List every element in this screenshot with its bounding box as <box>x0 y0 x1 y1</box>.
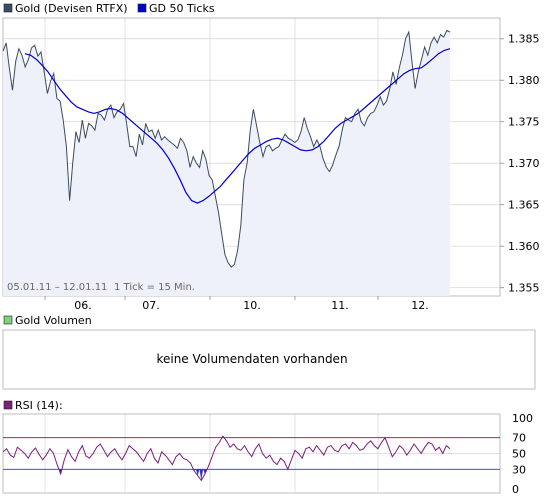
price-legend-ma-swatch <box>137 3 147 13</box>
no-volume-message: keine Volumendaten vorhanden <box>156 352 347 366</box>
price-y-tick-label: 1.385 <box>508 33 540 46</box>
rsi-legend-swatch <box>3 400 13 410</box>
price-legend-gold-swatch <box>3 3 13 13</box>
price-x-tick-label: 07. <box>142 299 160 312</box>
price-legend-gold-label: Gold (Devisen RTFX) <box>15 2 128 15</box>
rsi-panel: RSI (14): 0 30 50 70 100 <box>2 399 533 496</box>
rsi-y-tick-label: 0 <box>512 483 519 496</box>
price-x-tick-label: 06. <box>74 299 92 312</box>
rsi-y-tick-label: 70 <box>512 432 526 445</box>
volume-legend-label: Gold Volumen <box>15 314 92 327</box>
volume-plot-frame <box>2 329 536 390</box>
gold-price-line <box>2 29 451 268</box>
price-x-axis: 06. 07. 10. 11. 12. <box>44 296 429 312</box>
price-y-tick-label: 1.355 <box>508 282 540 295</box>
volume-legend-swatch <box>3 315 13 325</box>
range-note: 05.01.11 – 12.01.11 <box>7 282 107 293</box>
rsi-line <box>2 435 451 482</box>
price-y-axis: 1.355 1.360 1.365 1.370 1.375 1.380 1.385 <box>500 33 540 295</box>
price-y-tick-label: 1.380 <box>508 74 540 87</box>
price-y-tick-label: 1.360 <box>508 240 540 253</box>
rsi-y-tick-label: 100 <box>512 412 533 425</box>
rsi-y-tick-label: 50 <box>512 448 526 461</box>
price-y-tick-label: 1.370 <box>508 157 540 170</box>
rsi-legend-label: RSI (14): <box>15 399 63 412</box>
volume-panel: Gold Volumen keine Volumendaten vorhande… <box>2 314 536 390</box>
price-x-tick-label: 10. <box>243 299 261 312</box>
price-panel: Gold (Devisen RTFX) GD 50 Ticks 1.3551.3… <box>2 2 540 312</box>
gold-price-area <box>3 30 450 297</box>
price-x-tick-label: 11. <box>331 299 349 312</box>
price-x-tick-label: 12. <box>411 299 429 312</box>
tick-note: 1 Tick = 15 Min. <box>114 282 195 293</box>
price-y-tick-label: 1.365 <box>508 199 540 212</box>
price-legend-ma-label: GD 50 Ticks <box>149 2 215 15</box>
rsi-y-axis: 0 30 50 70 100 <box>512 412 533 496</box>
gd50-ma-line <box>24 48 451 204</box>
price-y-tick-label: 1.375 <box>508 116 540 129</box>
rsi-y-tick-label: 30 <box>512 463 526 476</box>
